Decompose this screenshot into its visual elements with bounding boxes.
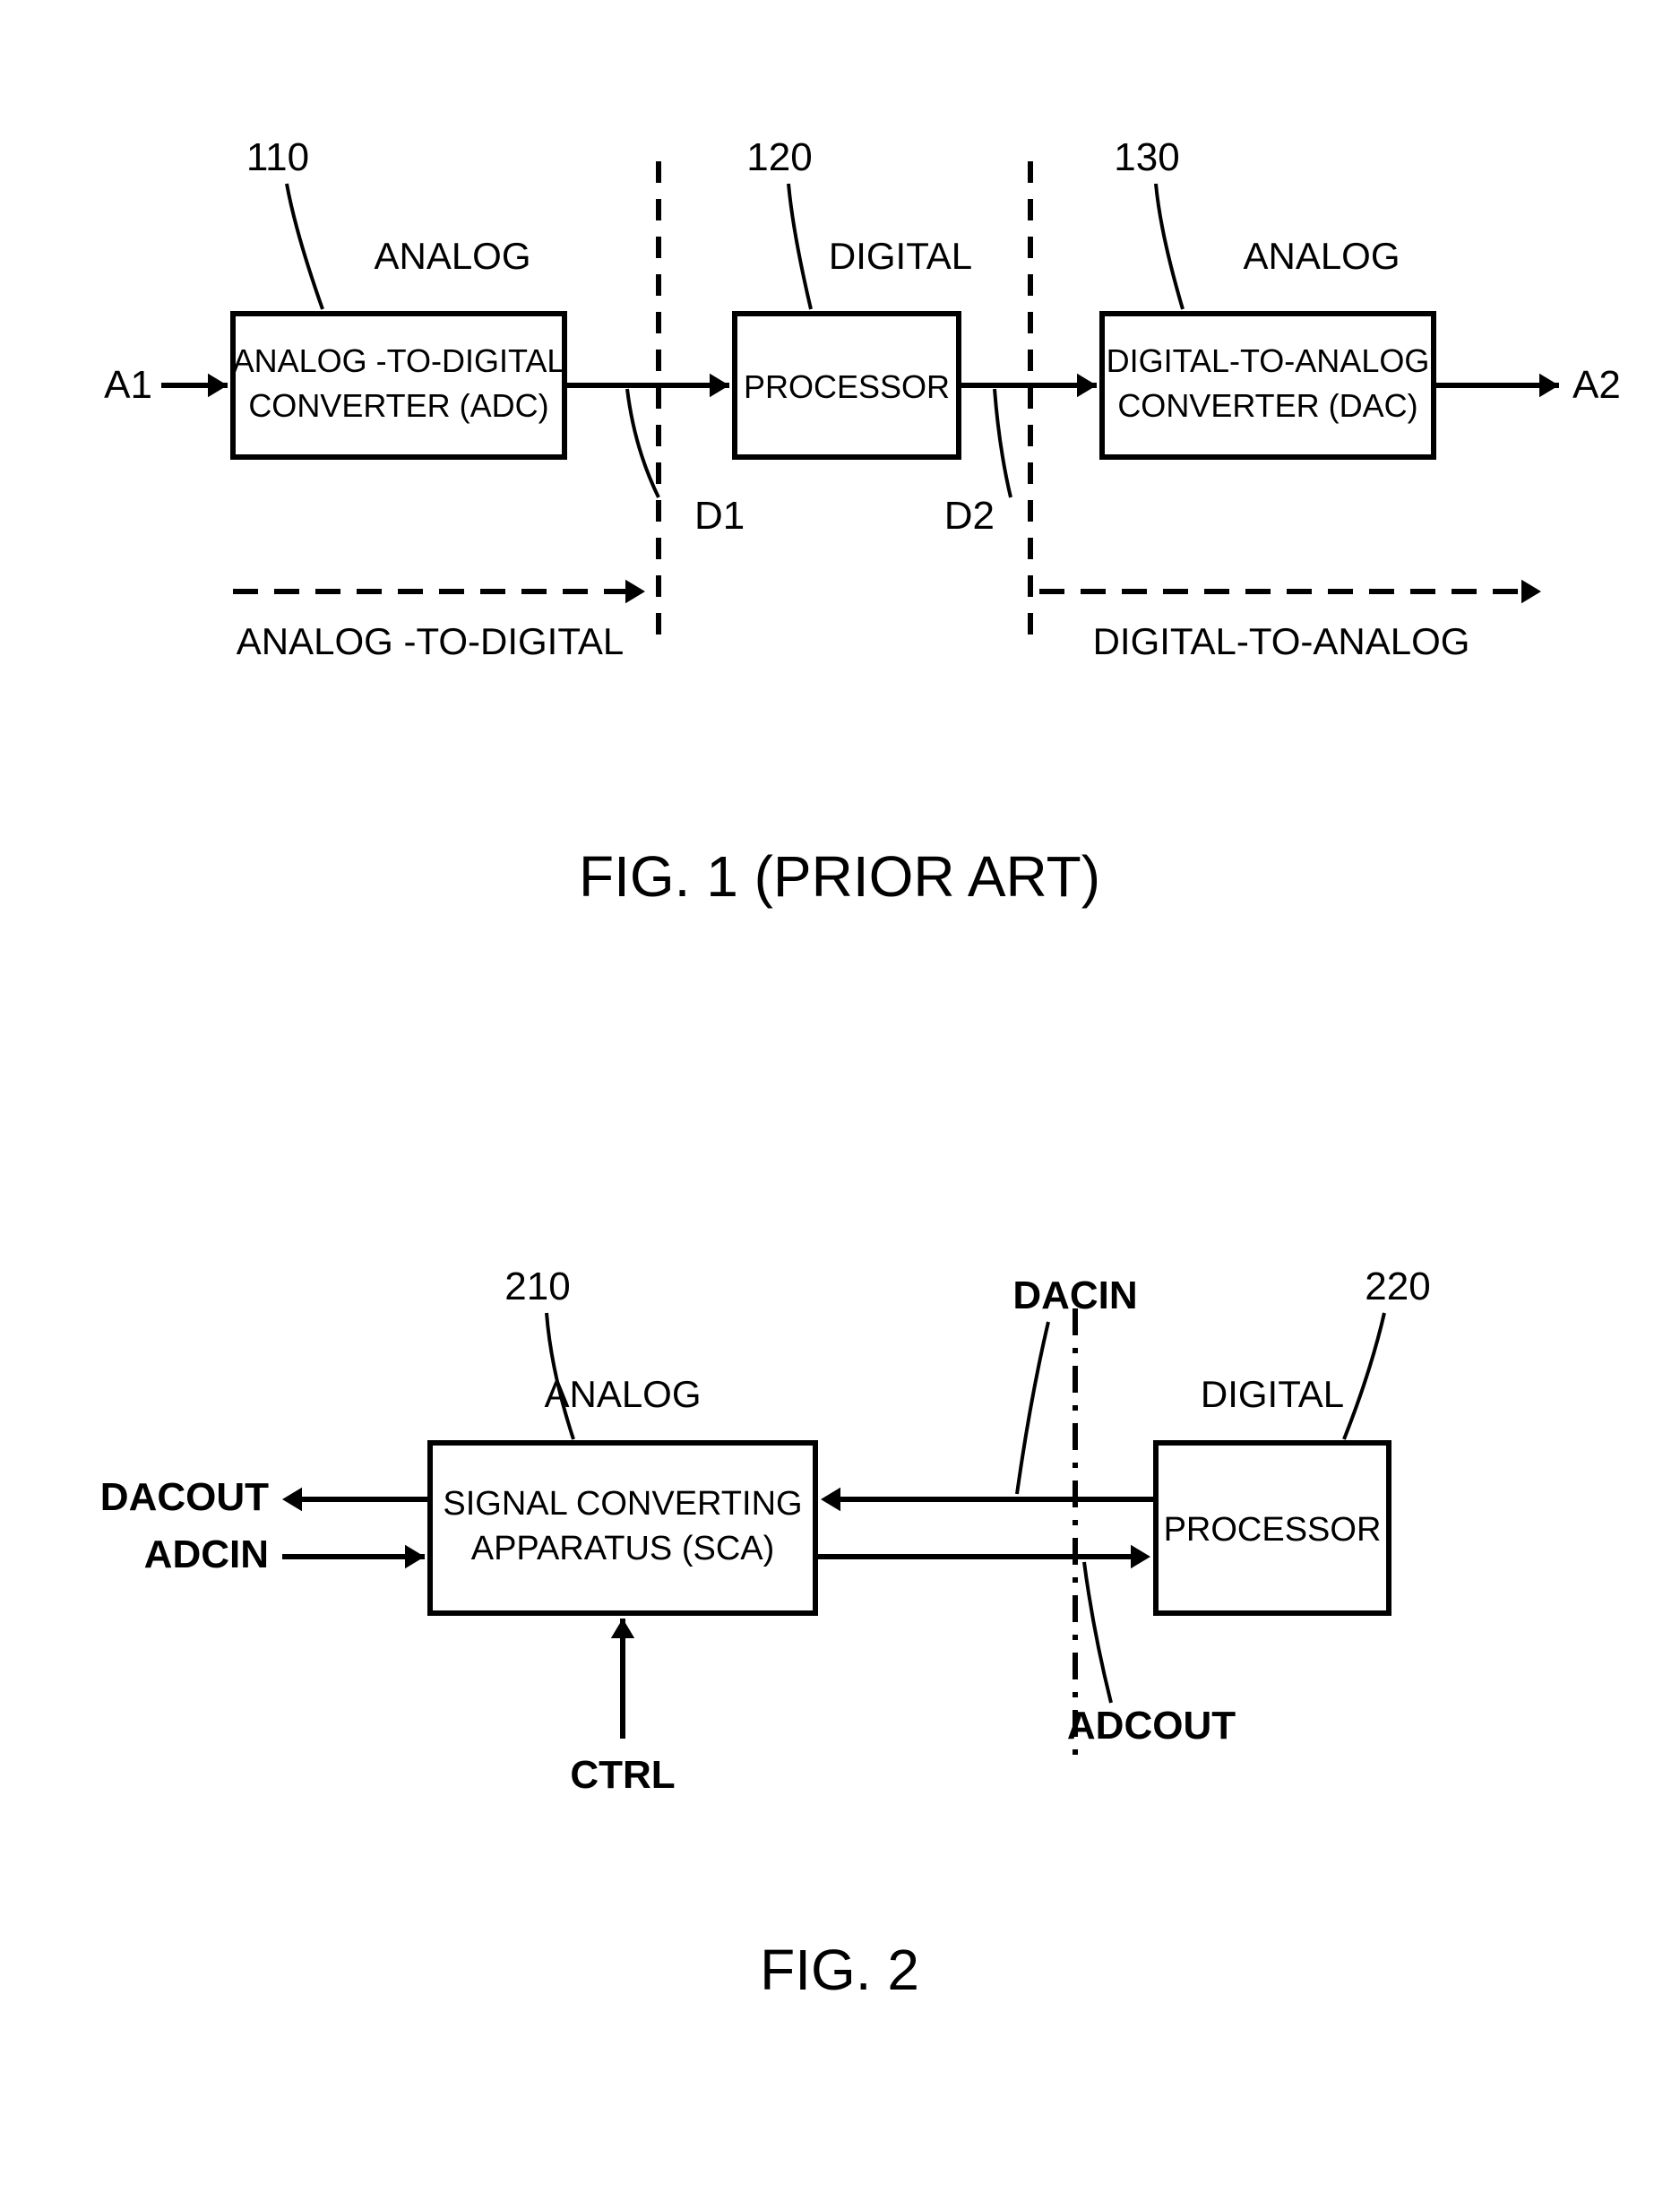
arrow-a1-head [208, 374, 228, 397]
leader-d1 [627, 389, 659, 497]
adc-l2: CONVERTER (ADC) [248, 387, 548, 424]
arrow-d2-head [1077, 374, 1097, 397]
leader-d2 [995, 389, 1011, 497]
leader-dacin [1017, 1322, 1048, 1494]
leader-220 [1344, 1313, 1384, 1439]
dac-box [1102, 314, 1434, 457]
label-dacout: DACOUT [100, 1475, 269, 1519]
arrow-adcin-head [405, 1545, 425, 1568]
ref-130: 130 [1114, 135, 1179, 179]
dash-left-head [625, 580, 645, 603]
sca-box [430, 1443, 815, 1613]
sca-l2: APPARATUS (SCA) [471, 1530, 775, 1567]
label-d1: D1 [694, 494, 745, 538]
adc-box [233, 314, 564, 457]
label-adcout: ADCOUT [1067, 1704, 1236, 1748]
leader-120 [788, 184, 811, 309]
adc-l1: ANALOG -TO-DIGITAL [233, 342, 565, 379]
label-a1: A1 [104, 363, 152, 407]
domain-digital-2: DIGITAL [1201, 1373, 1344, 1415]
dac-l2: CONVERTER (DAC) [1117, 387, 1417, 424]
sca-l1: SIGNAL CONVERTING [443, 1485, 802, 1523]
dash-right-head [1521, 580, 1541, 603]
leader-110 [287, 184, 323, 309]
arrow-dacout-head [282, 1488, 302, 1511]
arrow-dacin-head [821, 1488, 840, 1511]
label-a2: A2 [1572, 363, 1621, 407]
ref-220: 220 [1365, 1265, 1430, 1308]
fig2-caption: FIG. 2 [760, 1938, 919, 2002]
arrow-adcout-head [1131, 1545, 1150, 1568]
dac-l1: DIGITAL-TO-ANALOG [1107, 342, 1430, 379]
leader-130 [1156, 184, 1183, 309]
domain-digital: DIGITAL [829, 235, 972, 277]
bot-right-label: DIGITAL-TO-ANALOG [1093, 620, 1470, 662]
proc-label: PROCESSOR [744, 368, 950, 405]
label-ctrl: CTRL [570, 1753, 675, 1797]
bot-left-label: ANALOG -TO-DIGITAL [237, 620, 625, 662]
arrow-a2-head [1539, 374, 1559, 397]
label-dacin: DACIN [1012, 1273, 1137, 1317]
arrow-ctrl-head [611, 1619, 634, 1638]
ref-120: 120 [746, 135, 812, 179]
fig1-caption: FIG. 1 (PRIOR ART) [579, 844, 1100, 909]
proc2-label: PROCESSOR [1164, 1511, 1382, 1549]
domain-analog-r: ANALOG [1243, 235, 1400, 277]
domain-analog-2: ANALOG [544, 1373, 701, 1415]
domain-analog-l: ANALOG [374, 235, 530, 277]
arrow-d1-head [710, 374, 729, 397]
label-adcin: ADCIN [144, 1532, 269, 1576]
leader-adcout [1084, 1562, 1111, 1703]
label-d2: D2 [944, 494, 995, 538]
ref-110: 110 [246, 135, 309, 179]
ref-210: 210 [504, 1265, 570, 1308]
